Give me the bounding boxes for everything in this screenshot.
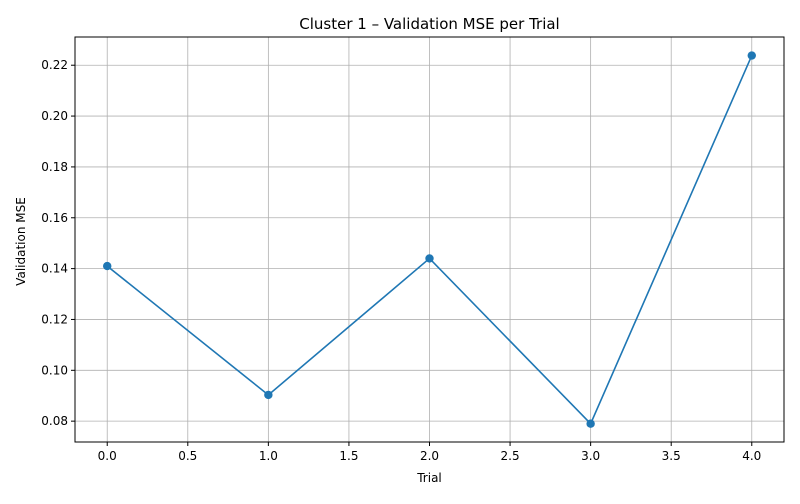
series-layer: [103, 51, 756, 428]
data-point: [264, 390, 273, 400]
x-axis-label: Trial: [416, 471, 442, 485]
x-tick-label: 2.5: [501, 449, 520, 463]
y-tick-label: 0.18: [41, 160, 68, 174]
x-axis-ticks: 0.0 0.5 1.0 1.5 2.0 2.5 3.0 3.5 4.0: [98, 442, 761, 463]
y-tick-label: 0.10: [41, 363, 68, 377]
chart-title: Cluster 1 – Validation MSE per Trial: [299, 15, 559, 33]
y-tick-label: 0.08: [41, 414, 68, 428]
x-tick-label: 3.0: [581, 449, 600, 463]
y-axis-ticks: 0.08 0.10 0.12 0.14 0.16 0.18 0.20 0.22: [41, 58, 75, 428]
x-tick-label: 2.0: [420, 449, 439, 463]
y-tick-label: 0.12: [41, 312, 68, 326]
x-tick-label: 0.5: [178, 449, 197, 463]
data-point: [425, 254, 434, 263]
data-point: [103, 261, 112, 271]
y-axis-label: Validation MSE: [14, 197, 28, 286]
x-tick-label: 0.0: [98, 449, 117, 463]
y-tick-label: 0.22: [41, 58, 68, 72]
x-tick-label: 1.0: [259, 449, 278, 463]
data-point: [586, 419, 595, 428]
x-tick-label: 1.5: [339, 449, 358, 463]
y-tick-label: 0.16: [41, 211, 68, 225]
grid-layer: [75, 37, 784, 442]
x-tick-label: 3.5: [662, 449, 681, 463]
y-tick-label: 0.20: [41, 109, 68, 123]
x-tick-label: 4.0: [742, 449, 761, 463]
y-tick-label: 0.14: [41, 262, 68, 276]
data-point: [747, 51, 756, 60]
